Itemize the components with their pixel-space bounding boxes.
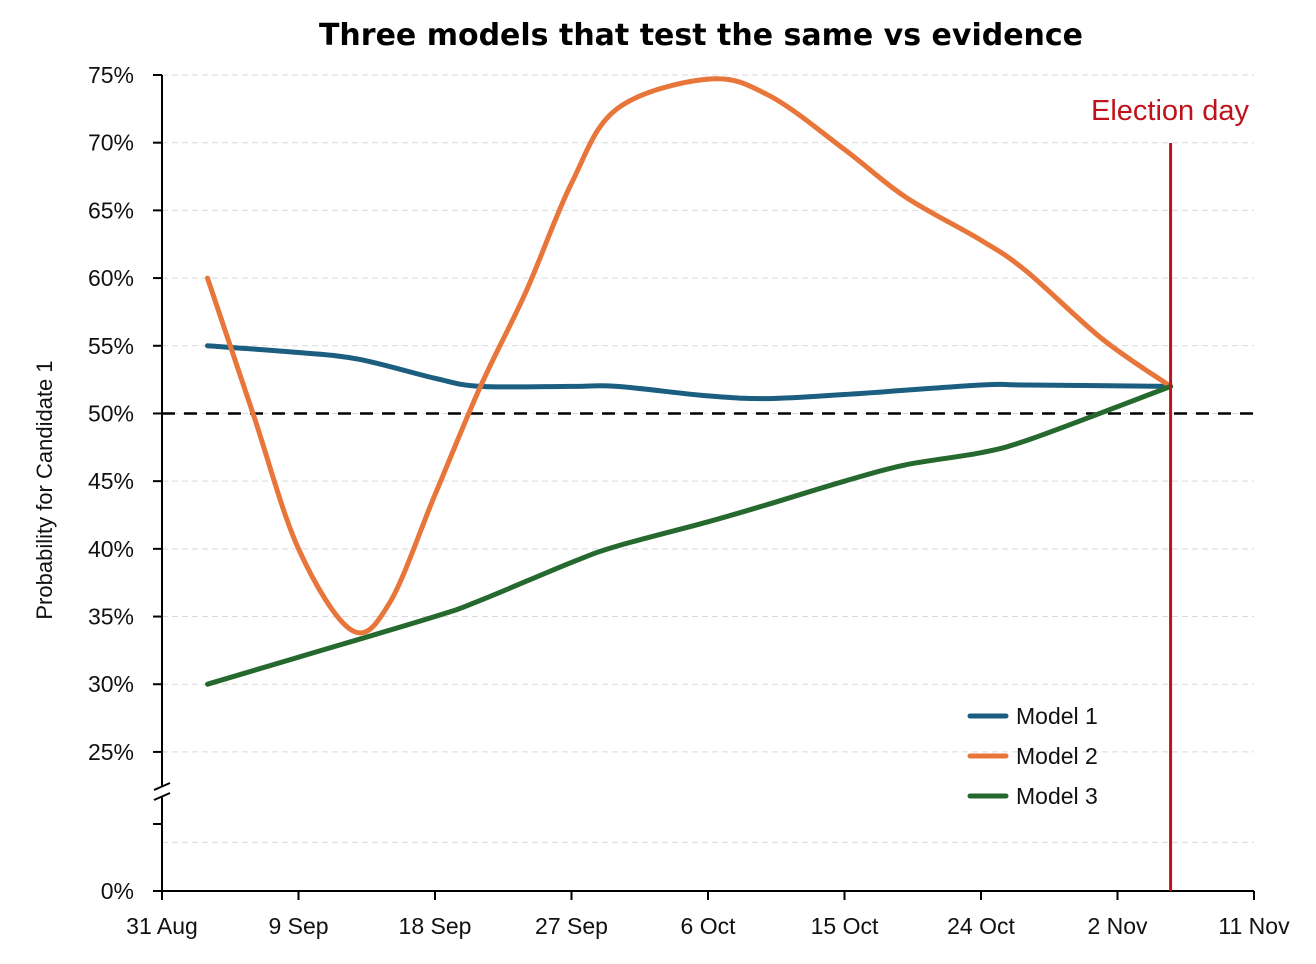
x-tick-label: 15 Oct bbox=[811, 913, 879, 939]
y-tick-label: 45% bbox=[88, 468, 134, 494]
axis-break-mark bbox=[153, 792, 171, 801]
y-tick-label: 65% bbox=[88, 197, 134, 223]
legend-label-model-2: Model 2 bbox=[1016, 743, 1098, 769]
x-tick-label: 2 Nov bbox=[1087, 913, 1148, 939]
y-tick-label: 55% bbox=[88, 333, 134, 359]
x-tick-label: 9 Sep bbox=[268, 913, 328, 939]
axis-layer: 0% 25% 30% 35% 40% 45% 50% 55% 60% 65% 70% 75% 31 Au… bbox=[88, 62, 1290, 939]
event-layer: Election day bbox=[1091, 95, 1249, 891]
legend: Model 1 Model 2 Model 3 bbox=[967, 703, 1098, 809]
legend-label-model-3: Model 3 bbox=[1016, 783, 1098, 809]
series-line-model-2 bbox=[205, 76, 1174, 636]
chart-title: Three models that test the same vs evide… bbox=[319, 18, 1083, 53]
series-line-model-1 bbox=[205, 343, 1174, 402]
election-day-label: Election day bbox=[1091, 95, 1249, 127]
y-tick-label: 75% bbox=[88, 62, 134, 88]
x-tick-label: 11 Nov bbox=[1218, 913, 1290, 939]
y-tick-label: 25% bbox=[88, 739, 134, 765]
y-tick-label: 40% bbox=[88, 536, 134, 562]
y-tick-label: 30% bbox=[88, 671, 134, 697]
series-line-model-3 bbox=[205, 383, 1174, 687]
y-tick-label: 60% bbox=[88, 265, 134, 291]
x-tick-label: 31 Aug bbox=[126, 913, 198, 939]
x-tick-label: 6 Oct bbox=[681, 913, 737, 939]
axis-break-mark bbox=[153, 782, 171, 791]
x-tick-label: 24 Oct bbox=[947, 913, 1015, 939]
y-axis-label: Probability for Candidate 1 bbox=[32, 360, 57, 619]
y-tick-label: 35% bbox=[88, 604, 134, 630]
y-tick-label: 50% bbox=[88, 400, 134, 426]
x-tick-label: 18 Sep bbox=[399, 913, 472, 939]
legend-label-model-1: Model 1 bbox=[1016, 703, 1098, 729]
series-layer bbox=[205, 76, 1174, 687]
y-tick-label: 70% bbox=[88, 130, 134, 156]
x-tick-label: 27 Sep bbox=[535, 913, 608, 939]
y-tick-label: 0% bbox=[101, 878, 134, 904]
